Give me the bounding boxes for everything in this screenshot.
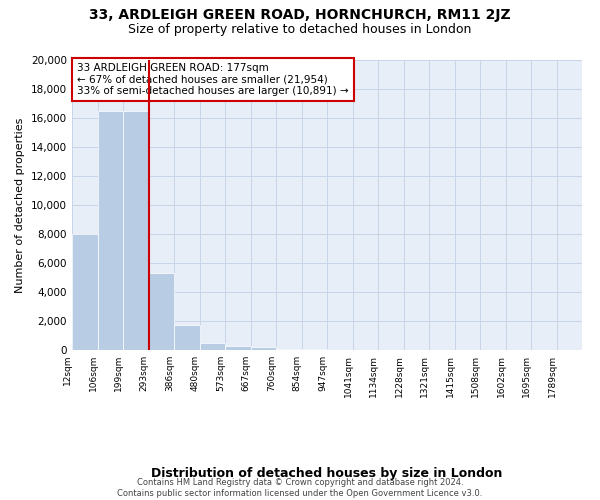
Text: Contains HM Land Registry data © Crown copyright and database right 2024.
Contai: Contains HM Land Registry data © Crown c… bbox=[118, 478, 482, 498]
Bar bbox=[72, 234, 97, 350]
Bar bbox=[225, 346, 251, 350]
Text: 33, ARDLEIGH GREEN ROAD, HORNCHURCH, RM11 2JZ: 33, ARDLEIGH GREEN ROAD, HORNCHURCH, RM1… bbox=[89, 8, 511, 22]
Text: Size of property relative to detached houses in London: Size of property relative to detached ho… bbox=[128, 22, 472, 36]
Bar bbox=[149, 273, 174, 350]
Bar bbox=[174, 326, 199, 350]
Bar bbox=[251, 347, 276, 350]
Bar bbox=[97, 111, 123, 350]
Bar bbox=[123, 111, 149, 350]
Bar bbox=[199, 343, 225, 350]
Bar bbox=[276, 348, 302, 350]
Y-axis label: Number of detached properties: Number of detached properties bbox=[16, 118, 25, 292]
Text: Distribution of detached houses by size in London: Distribution of detached houses by size … bbox=[151, 467, 503, 480]
Text: 33 ARDLEIGH GREEN ROAD: 177sqm
← 67% of detached houses are smaller (21,954)
33%: 33 ARDLEIGH GREEN ROAD: 177sqm ← 67% of … bbox=[77, 63, 349, 96]
